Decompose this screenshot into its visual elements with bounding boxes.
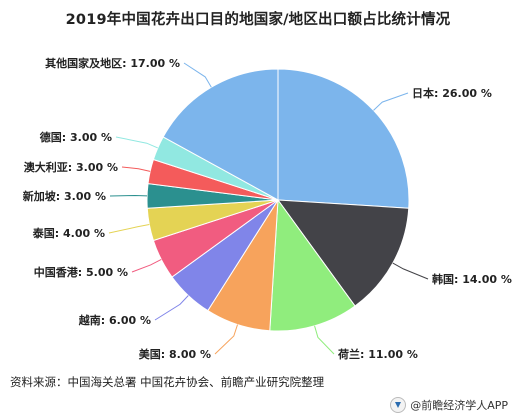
slice-label-5: 中国香港: 5.00 %	[34, 265, 128, 279]
slice-label-2: 荷兰: 11.00 %	[337, 347, 418, 361]
leader-line-3	[214, 324, 238, 355]
slice-label-0: 日本: 26.00 %	[412, 86, 492, 100]
leader-line-5	[131, 259, 162, 273]
slice-label-7: 新加坡: 3.00 %	[23, 189, 106, 203]
source-note: 资料来源：中国海关总署 中国花卉协会、前瞻产业研究院整理	[10, 375, 325, 389]
slice-label-1: 韩国: 14.00 %	[432, 272, 512, 286]
pie-slice-10	[162, 68, 279, 201]
slice-label-6: 泰国: 4.00 %	[32, 226, 105, 240]
slice-label-8: 澳大利亚: 3.00 %	[24, 160, 118, 174]
leader-line-4	[154, 295, 189, 321]
leader-line-2	[314, 325, 335, 355]
leader-line-1	[392, 262, 429, 280]
slice-label-9: 德国: 3.00 %	[39, 130, 112, 144]
slice-label-10: 其他国家及地区: 17.00 %	[45, 56, 180, 70]
leader-line-9	[115, 136, 158, 149]
footer-text: @前瞻经济学人APP	[410, 399, 508, 412]
leader-line-0	[373, 92, 409, 111]
pie-slice-1	[276, 199, 410, 307]
slice-label-3: 美国: 8.00 %	[139, 347, 211, 361]
pie-leader-lines	[108, 62, 429, 355]
pie-slice-0	[277, 68, 410, 209]
pie-labels: 日本: 26.00 % 韩国: 14.00 % 荷兰: 11.00 % 美国: 8.0…	[23, 56, 512, 361]
slice-label-4: 越南: 6.00 %	[78, 313, 151, 327]
qianzhan-logo-icon	[390, 397, 407, 413]
leader-line-6	[108, 224, 150, 234]
footer-brand: @前瞻经济学人APP	[390, 397, 508, 413]
leader-line-8	[121, 166, 151, 172]
chart-title: 2019年中国花卉出口目的地国家/地区出口额占比统计情况	[65, 12, 451, 28]
pie-slices	[146, 68, 410, 332]
leader-line-10	[183, 62, 212, 88]
